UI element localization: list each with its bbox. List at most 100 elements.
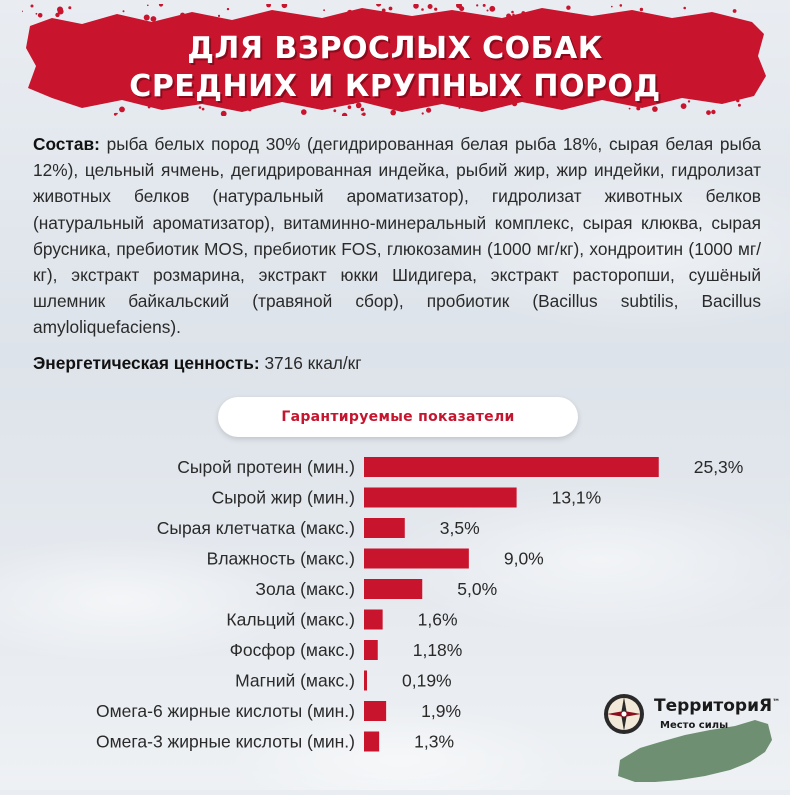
banner-speckle [482, 4, 486, 7]
category-label: Омега-6 жирные кислоты (мин.) [96, 701, 355, 721]
banner-speckle [170, 104, 173, 106]
banner-speckle [390, 109, 397, 116]
value-label: 13,1% [552, 488, 602, 508]
banner-speckle [639, 7, 644, 12]
banner-speckle [281, 4, 288, 9]
banner-speckle [706, 110, 711, 115]
banner-speckle [683, 6, 686, 10]
banner-speckle [512, 101, 518, 107]
banner-speckle [180, 12, 185, 18]
banner-speckle [113, 112, 117, 116]
category-label: Магний (макс.) [235, 671, 355, 691]
value-label: 1,9% [421, 701, 461, 721]
bar [364, 487, 517, 508]
banner-speckle [376, 4, 382, 7]
bar [364, 457, 659, 477]
banner-speckle [680, 103, 687, 109]
banner-speckle [147, 4, 149, 7]
banner-speckle [225, 99, 231, 105]
energy-label: Энергетическая ценность: [33, 353, 260, 373]
value-label: 25,3% [694, 457, 744, 477]
banner-speckle [30, 4, 34, 8]
banner-speckle [711, 109, 716, 115]
banner-speckle [219, 98, 223, 102]
banner-speckle [463, 12, 469, 18]
banner-speckle [217, 14, 221, 17]
section-title: Гарантируемые показатели [281, 409, 515, 425]
banner-speckle [150, 16, 157, 22]
banner-speckle [266, 4, 271, 8]
banner-speckle [347, 105, 352, 109]
bar [364, 701, 387, 721]
banner-speckle [521, 11, 526, 15]
banner-speckle [360, 107, 365, 112]
bar [364, 731, 380, 752]
banner-speckle [512, 13, 515, 16]
banner-speckle [732, 9, 737, 13]
banner-speckle [333, 109, 337, 113]
banner-speckle [362, 112, 366, 116]
banner-speckle [119, 106, 125, 113]
banner-speckle [434, 7, 438, 11]
category-label: Сырая клетчатка (макс.) [157, 518, 355, 538]
value-label: 3,5% [440, 518, 480, 538]
banner-speckle [687, 100, 691, 103]
logo-tm: ™ [772, 697, 781, 707]
banner-speckle [361, 113, 364, 116]
title-line-1: ДЛЯ ВЗРОСЛЫХ СОБАК [187, 31, 603, 66]
composition-text: Состав: рыба белых пород 30% (дегидриров… [33, 131, 761, 341]
section-title-pill: Гарантируемые показатели [218, 397, 578, 437]
banner-speckle [323, 9, 325, 12]
banner-speckle [226, 7, 230, 11]
russia-map-icon [618, 720, 772, 782]
banner-speckle [341, 112, 348, 116]
banner-speckle [57, 6, 63, 13]
bar [364, 548, 469, 569]
category-label: Сырой протеин (мин.) [177, 457, 355, 477]
category-label: Кальций (макс.) [226, 610, 355, 630]
banner-speckle [421, 112, 424, 115]
banner-speckle [347, 9, 353, 16]
banner-speckle [413, 4, 419, 9]
banner-speckle [35, 12, 38, 15]
energy-amount: 3716 ккал/кг [259, 353, 362, 373]
logo-tagline: Место силы [660, 720, 729, 731]
category-label: Сырой жир (мин.) [212, 488, 355, 508]
banner-speckle [421, 8, 424, 11]
brand-logo: ТерриториЯ™ Место силы [600, 690, 780, 790]
banner-speckle [636, 106, 641, 111]
banner-speckle [736, 98, 740, 103]
title-banner [22, 4, 766, 116]
banner-speckle [158, 4, 164, 7]
banner-speckle [386, 100, 390, 104]
bar [364, 640, 378, 660]
value-label: 1,6% [418, 610, 458, 630]
value-label: 0,19% [402, 671, 452, 691]
banner-speckle [301, 109, 307, 115]
banner-speckle [628, 107, 631, 110]
energy-value: Энергетическая ценность: 3716 ккал/кг [33, 350, 362, 376]
banner-speckle [248, 107, 252, 112]
banner-speckle [349, 98, 356, 105]
banner-speckle [611, 5, 613, 8]
banner-speckle [469, 13, 474, 19]
compass-icon [604, 694, 644, 734]
page-title: ДЛЯ ВЗРОСЛЫХ СОБАК СРЕДНИХ И КРУПНЫХ ПОР… [0, 30, 790, 106]
bar [364, 579, 423, 599]
value-label: 9,0% [504, 549, 544, 569]
composition-body: рыба белых пород 30% (дегидрированная бе… [33, 134, 761, 338]
banner-speckle [110, 18, 114, 21]
bar [364, 518, 405, 538]
bar [364, 670, 367, 691]
banner-speckle [365, 10, 369, 14]
banner-speckle [156, 101, 162, 107]
banner-speckle [426, 107, 432, 113]
banner-speckle [22, 10, 23, 13]
banner-speckle [37, 13, 43, 18]
banner-speckle [458, 106, 461, 109]
category-label: Фосфор (макс.) [230, 640, 355, 660]
banner-speckle [122, 10, 125, 13]
banner-speckle [489, 5, 496, 12]
